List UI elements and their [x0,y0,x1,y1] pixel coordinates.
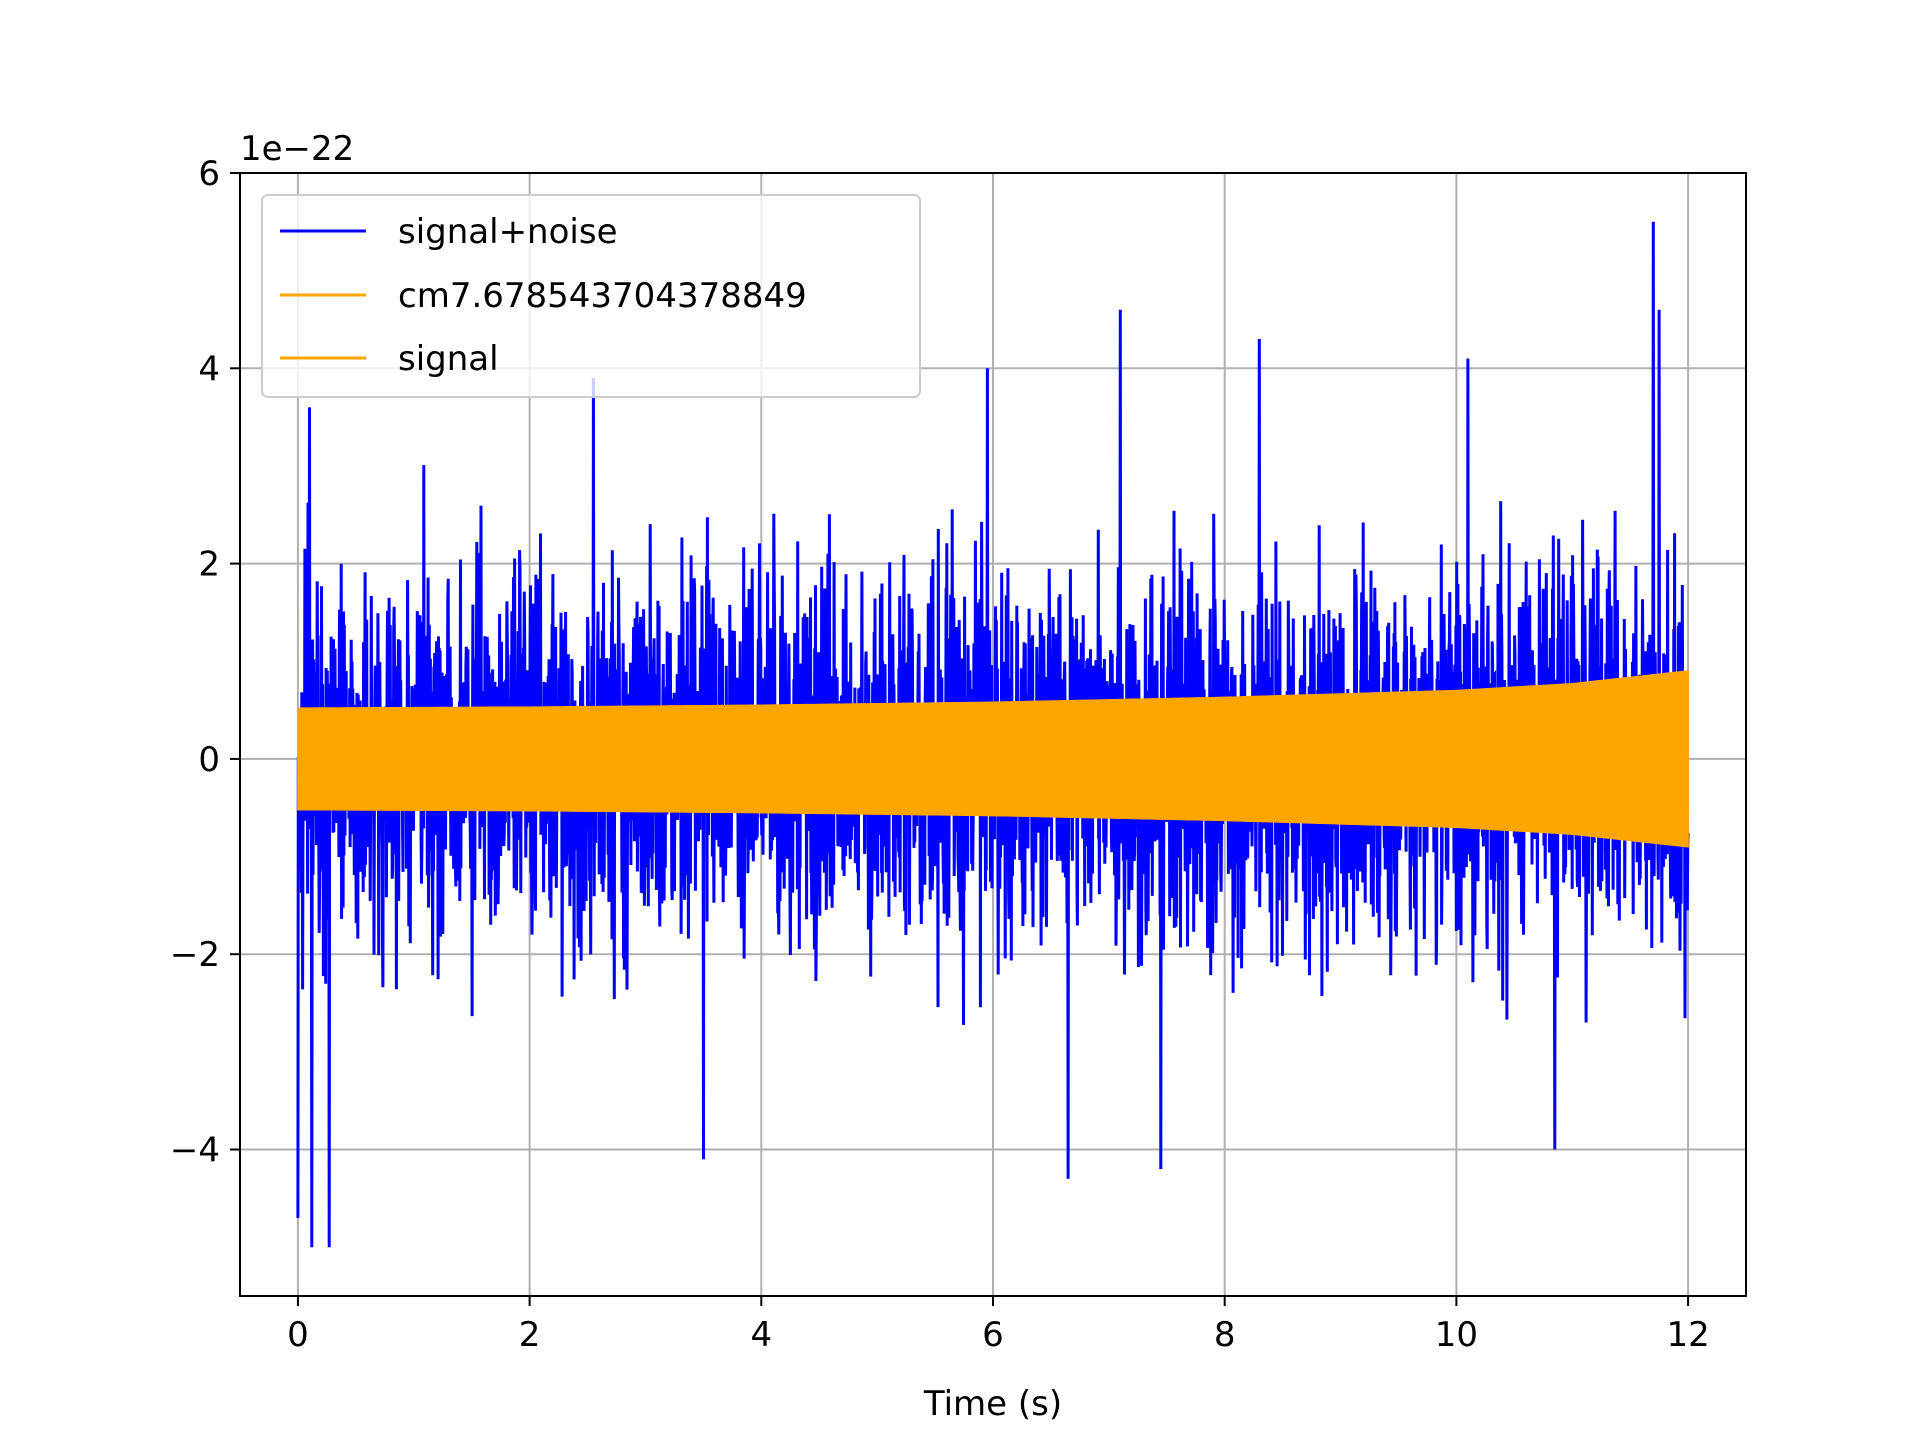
x-tick-label-5: 10 [1435,1315,1478,1355]
y-offset-label: 1e−22 [240,129,354,169]
series-signal-band [297,670,1689,848]
legend-box [261,194,921,398]
x-tick-label-6: 12 [1666,1315,1709,1355]
y-tick-label-2: 0 [198,740,220,780]
x-tick-label-1: 2 [519,1315,541,1355]
y-axis: −4 −2 0 2 4 6 [170,154,240,1171]
x-tick-label-4: 8 [1214,1315,1236,1355]
legend: signal+noise cm7.678543704378849 signal [261,194,921,398]
y-tick-label-4: 4 [198,349,220,389]
y-tick-label-0: −4 [170,1131,220,1171]
x-axis-label: Time (s) [923,1384,1062,1424]
legend-label-signal: signal [398,339,499,379]
plot-content [296,221,1690,1248]
x-axis: 0 2 4 6 8 10 12 [287,1296,1710,1355]
legend-label-cm: cm7.678543704378849 [398,276,807,316]
x-tick-label-2: 4 [750,1315,772,1355]
x-tick-label-0: 0 [287,1315,309,1355]
y-tick-label-3: 2 [198,545,220,585]
y-tick-label-5: 6 [198,154,220,194]
legend-label-signal-plus-noise: signal+noise [398,212,618,252]
x-tick-label-3: 6 [982,1315,1004,1355]
y-tick-label-1: −2 [170,935,220,975]
